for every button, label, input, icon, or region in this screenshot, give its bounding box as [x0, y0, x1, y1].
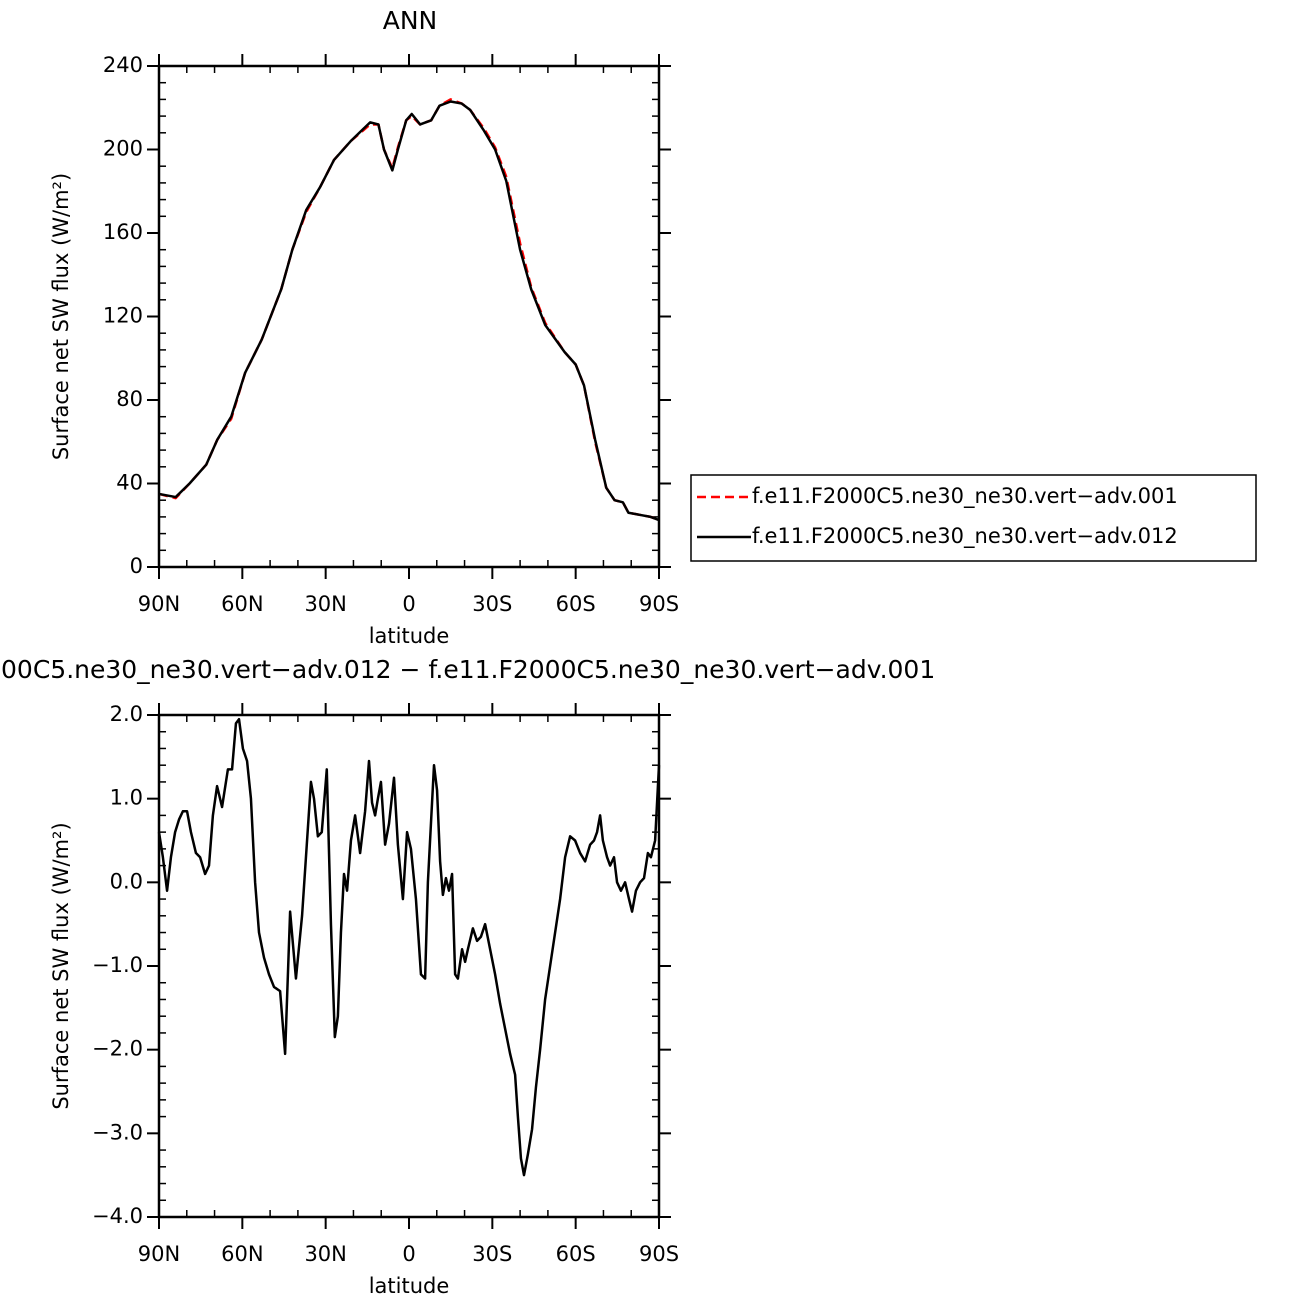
- x-tick-label: 60S: [556, 1242, 596, 1266]
- plot-frame: [157, 713, 661, 1219]
- x-tick-label: 60N: [221, 1242, 263, 1266]
- plot-frame: [157, 64, 661, 569]
- x-axis-label: latitude: [369, 624, 450, 648]
- legend-box: [690, 474, 1257, 562]
- x-tick-label: 30S: [472, 592, 512, 616]
- x-tick-label: 90S: [639, 1242, 679, 1266]
- x-tick-label: 30N: [304, 592, 346, 616]
- x-tick-label: 90N: [138, 1242, 180, 1266]
- y-tick-label: 2.0: [110, 702, 143, 726]
- x-tick-label: 30S: [472, 1242, 512, 1266]
- y-tick-label: 0: [130, 554, 143, 578]
- x-tick-label: 60S: [556, 592, 596, 616]
- x-axis-label: latitude: [369, 1274, 450, 1298]
- y-tick-label: −2.0: [92, 1037, 143, 1061]
- y-tick-label: 240: [103, 53, 143, 77]
- y-tick-label: −1.0: [92, 953, 143, 977]
- y-tick-label: 120: [103, 304, 143, 328]
- y-axis-label: Surface net SW flux (W/m²): [49, 822, 73, 1109]
- chart-title: f.e11.F2000C5.ne30_ne30.vert−adv.012 − f…: [0, 655, 935, 684]
- data-line: [158, 98, 660, 522]
- legend-label: f.e11.F2000C5.ne30_ne30.vert−adv.001: [752, 484, 1178, 509]
- y-tick-label: 0.0: [110, 869, 143, 893]
- x-tick-label: 0: [402, 592, 415, 616]
- x-tick-label: 90N: [138, 592, 180, 616]
- y-tick-label: −4.0: [92, 1204, 143, 1228]
- y-tick-label: 80: [116, 387, 143, 411]
- y-tick-label: −3.0: [92, 1120, 143, 1144]
- data-line: [157, 717, 661, 1177]
- x-tick-label: 0: [402, 1242, 415, 1266]
- x-tick-label: 30N: [304, 1242, 346, 1266]
- legend-label: f.e11.F2000C5.ne30_ne30.vert−adv.012: [752, 524, 1178, 549]
- chart-title: ANN: [383, 6, 438, 35]
- y-tick-label: 160: [103, 220, 143, 244]
- data-line: [158, 100, 660, 522]
- y-tick-label: 200: [103, 137, 143, 161]
- x-tick-label: 60N: [221, 592, 263, 616]
- y-tick-label: 1.0: [110, 786, 143, 810]
- y-axis-label: Surface net SW flux (W/m²): [49, 173, 73, 460]
- x-tick-label: 90S: [639, 592, 679, 616]
- y-tick-label: 40: [116, 471, 143, 495]
